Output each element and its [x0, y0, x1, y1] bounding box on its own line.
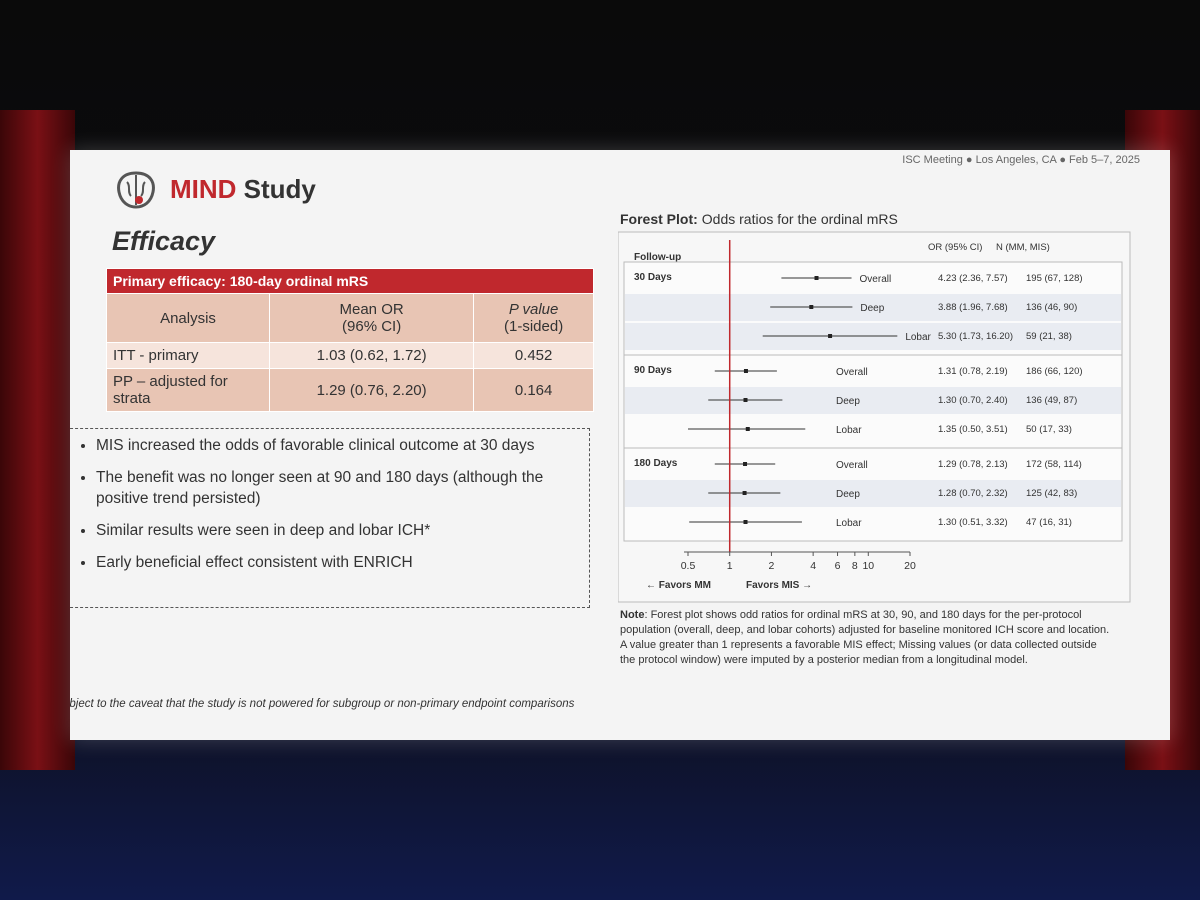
or-point: [814, 276, 819, 280]
col-header: OR (95% CI): [928, 242, 982, 253]
row-name: Deep: [860, 303, 884, 314]
header-text: (96% CI): [342, 318, 402, 335]
table-cell: 1.03 (0.62, 1.72): [268, 342, 475, 369]
header-text: (1-sided): [504, 318, 564, 335]
or-label: 1.31 (0.78, 2.19): [938, 366, 1008, 377]
or-point: [743, 462, 748, 466]
or-point: [828, 334, 833, 338]
slide: ISC Meeting ● Los Angeles, CA ● Feb 5–7,…: [70, 150, 1170, 740]
row-name: Lobar: [836, 518, 862, 529]
n-label: 136 (46, 90): [1026, 302, 1077, 313]
x-tick-label: 6: [835, 560, 841, 572]
table-cell: 0.452: [473, 342, 594, 369]
brand-name: MIND: [170, 174, 237, 204]
bullet-list: MIS increased the odds of favorable clin…: [70, 428, 590, 608]
or-point: [743, 520, 748, 524]
row-band: [625, 294, 1121, 321]
or-label: 5.30 (1.73, 16.20): [938, 331, 1013, 342]
header-text: P value: [508, 301, 559, 318]
efficacy-table: Primary efficacy: 180-day ordinal mRS Ana…: [106, 268, 594, 412]
bullet: Early beneficial effect consistent with …: [96, 552, 579, 573]
brand-suffix: Study: [243, 174, 316, 204]
or-point: [809, 305, 814, 309]
table-cell: PP – adjusted for strata: [106, 368, 270, 412]
n-label: 195 (67, 128): [1026, 273, 1083, 284]
group-label: 90 Days: [634, 365, 672, 376]
header-text: Mean OR: [339, 301, 404, 318]
n-label: 125 (42, 83): [1026, 488, 1077, 499]
or-label: 1.35 (0.50, 3.51): [938, 424, 1008, 435]
table-row: ITT - primary 1.03 (0.62, 1.72) 0.452: [106, 342, 594, 369]
table-cell: 1.29 (0.76, 2.20): [268, 368, 475, 412]
brand: MIND Study: [170, 174, 316, 205]
row-name: Lobar: [905, 332, 931, 343]
caption-row: Primary efficacy: 180-day ordinal mRS: [106, 268, 594, 294]
row-name: Overall: [836, 367, 868, 378]
favors-right: Favors MIS →: [746, 580, 812, 591]
or-label: 4.23 (2.36, 7.57): [938, 273, 1008, 284]
or-point: [743, 398, 748, 402]
n-label: 172 (58, 114): [1026, 459, 1082, 470]
n-label: 50 (17, 33): [1026, 424, 1072, 435]
section-title: Efficacy: [112, 226, 216, 256]
meeting: ISC Meeting ● Los Angeles, CA ● Feb 5–7,…: [902, 154, 1140, 166]
note: Note: Forest plot shows odd ratios for o…: [620, 608, 1110, 668]
row-name: Deep: [836, 489, 860, 500]
n-label: 47 (16, 31): [1026, 517, 1072, 528]
footnote: (*) Subject to the caveat that the study…: [70, 698, 575, 710]
n-label: 136 (49, 87): [1026, 395, 1077, 406]
or-point: [745, 427, 750, 431]
favors-left: ← Favors MM: [646, 580, 711, 591]
bullet: MIS increased the odds of favorable clin…: [96, 435, 579, 456]
logo: [117, 171, 155, 209]
x-tick-label: 0.5: [681, 560, 696, 572]
col-header: Follow-up: [634, 252, 681, 263]
or-label: 1.28 (0.70, 2.32): [938, 488, 1008, 499]
or-point: [742, 491, 747, 495]
or-label: 1.30 (0.70, 2.40): [938, 395, 1008, 406]
table-cell: ITT - primary: [106, 342, 270, 369]
n-label: 59 (21, 38): [1026, 331, 1072, 342]
row-name: Overall: [836, 460, 868, 471]
note-label: Note: [620, 609, 645, 621]
x-tick-label: 20: [904, 560, 916, 572]
x-tick-label: 1: [727, 560, 733, 572]
forest-title: Forest Plot: Odds ratios for the ordinal …: [620, 211, 898, 227]
header-cell: Analysis: [106, 293, 270, 343]
row-name: Lobar: [836, 425, 862, 436]
group-label: 30 Days: [634, 272, 672, 283]
row-name: Deep: [836, 396, 860, 407]
forest-plot: Forest Plot: Odds ratios for the ordinal …: [618, 211, 1131, 603]
bullet: The benefit was no longer seen at 90 and…: [96, 467, 579, 509]
header-cell: P value (1-sided): [473, 293, 594, 343]
forest-title-text: Odds ratios for the ordinal mRS: [702, 211, 898, 227]
x-tick-label: 4: [810, 560, 816, 572]
row-band: [625, 480, 1121, 507]
group-label: 180 Days: [634, 458, 678, 469]
col-header: N (MM, MIS): [996, 242, 1050, 253]
row-name: Overall: [860, 274, 892, 285]
x-tick-label: 10: [862, 560, 874, 572]
note-text: : Forest plot shows odd ratios for ordin…: [620, 609, 1110, 666]
forest-title-bold: Forest Plot:: [620, 211, 698, 227]
n-label: 186 (66, 120): [1026, 366, 1083, 377]
or-label: 1.30 (0.51, 3.32): [938, 517, 1008, 528]
table-cell: 0.164: [473, 368, 594, 412]
curtain: [0, 110, 75, 770]
table-caption: Primary efficacy: 180-day ordinal mRS: [106, 268, 594, 294]
table-row: PP – adjusted for strata 1.29 (0.76, 2.20…: [106, 368, 594, 412]
header-row: Analysis Mean OR (96% CI) P value (1-sided): [106, 293, 594, 343]
or-label: 3.88 (1.96, 7.68): [938, 302, 1008, 313]
x-tick-label: 8: [852, 560, 858, 572]
or-point: [743, 369, 748, 373]
or-label: 1.29 (0.78, 2.13): [938, 459, 1008, 470]
row-band: [625, 387, 1121, 414]
bullet: Similar results were seen in deep and lo…: [96, 520, 579, 541]
x-tick-label: 2: [769, 560, 775, 572]
header-text: Analysis: [160, 309, 216, 327]
header-cell: Mean OR (96% CI): [268, 293, 475, 343]
